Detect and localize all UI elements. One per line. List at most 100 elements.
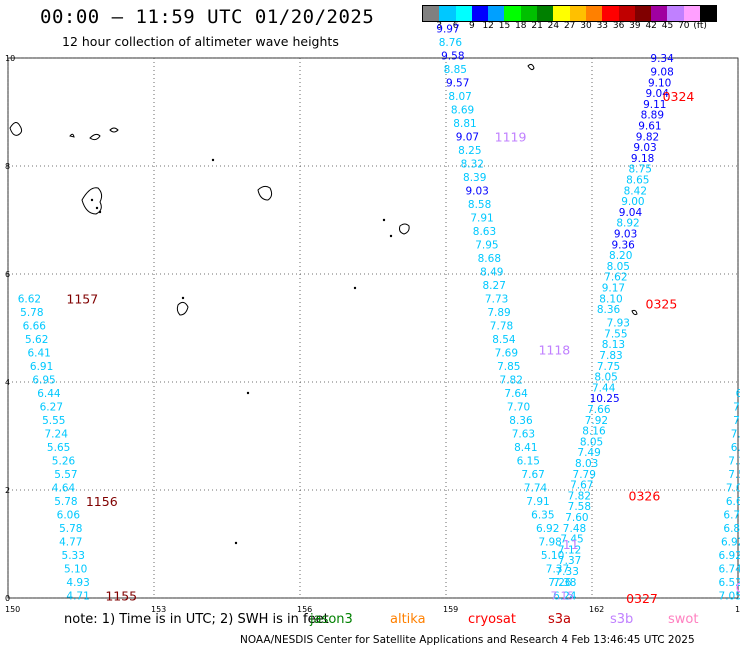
wave-height-value: 7.73: [485, 293, 508, 305]
wave-height-value: 8.69: [451, 104, 474, 116]
wave-height-value: 8.32: [461, 158, 484, 170]
wave-height-value: 5.78: [20, 307, 43, 319]
wave-height-value: 6.62: [18, 293, 41, 305]
colorbar-swatch: [439, 6, 456, 21]
satellite-legend-item: altika: [390, 612, 426, 627]
island-outline: [9, 122, 23, 136]
wave-height-value: 8.10: [599, 293, 622, 305]
pass-time-label: 1155: [105, 588, 137, 603]
wave-height-value: 5.65: [47, 442, 70, 454]
wave-height-value: 5.10: [64, 563, 87, 575]
island-dot: [95, 206, 99, 210]
wave-height-value: 7.50: [728, 469, 740, 481]
wave-height-value: 7.12: [558, 544, 581, 556]
wave-height-value: 10.25: [590, 393, 620, 405]
wave-height-value: 8.41: [514, 442, 537, 454]
wave-height-value: 7.05: [719, 590, 740, 602]
colorbar-label: 18: [515, 21, 527, 31]
colorbar-swatch: [634, 6, 652, 21]
island-dot: [90, 198, 94, 202]
y-tick-label: 4: [5, 378, 10, 387]
satellite-legend-item: swot: [668, 612, 699, 627]
wave-height-value: 8.68: [478, 253, 501, 265]
island-dot: [234, 541, 238, 545]
colorbar-swatch: [537, 6, 554, 21]
wave-height-value: 9.82: [636, 131, 659, 143]
wave-height-value: 8.49: [480, 266, 503, 278]
wave-height-value: 6.92: [536, 523, 559, 535]
wave-height-value: 7.37: [546, 563, 569, 575]
satellite-legend-item: cryosat: [468, 612, 516, 627]
satellite-legend-item: s3a: [548, 612, 572, 627]
island-dot: [211, 158, 215, 162]
wave-height-value: 9.07: [456, 131, 479, 143]
colorbar-swatch: [700, 6, 717, 21]
wave-height-value: 7.67: [570, 480, 593, 492]
wave-height-value: 7.82: [500, 374, 523, 386]
wave-height-value: 8.58: [468, 199, 491, 211]
colorbar-label: 36: [612, 21, 625, 31]
colorbar-label: 6: [452, 21, 459, 31]
wave-height-value: 7.62: [604, 272, 627, 284]
wave-height-value: 8.42: [624, 185, 647, 197]
wave-height-value: 8.89: [641, 110, 664, 122]
x-tick-label: 162: [589, 605, 604, 614]
wave-height-value: 7.63: [512, 428, 535, 440]
wave-height-value: 5.55: [42, 415, 65, 427]
pass-time-label: 0: [736, 580, 740, 595]
wave-height-value: 9.34: [650, 53, 674, 65]
pass-time-label: 0325: [646, 297, 678, 312]
wave-height-value: 5.26: [52, 455, 76, 467]
pass-time-label: 1156: [86, 494, 118, 509]
colorbar-label: 27: [563, 21, 576, 31]
wave-height-value: 7.30: [733, 401, 740, 413]
wave-height-value: 7.75: [597, 361, 620, 373]
island-outline: [527, 63, 535, 71]
wave-height-value: 8.05: [594, 372, 617, 384]
colorbar-swatch: [504, 6, 521, 21]
x-tick-label: 156: [297, 605, 312, 614]
wave-height-value: 6.95: [736, 388, 740, 400]
footer-note: note: 1) Time is in UTC; 2) SWH is in fe…: [64, 612, 329, 627]
colorbar-swatch: [471, 6, 489, 21]
colorbar-label: 30: [580, 21, 592, 31]
island-outline: [399, 223, 410, 235]
wave-height-value: 8.54: [492, 334, 516, 346]
wave-height-value: 7.55: [604, 328, 627, 340]
y-tick-label: 6: [5, 270, 10, 279]
wave-height-value: 9.11: [643, 99, 666, 111]
colorbar-swatch: [651, 6, 668, 21]
wave-height-value: 6.74: [719, 563, 740, 575]
x-tick-label: 150: [5, 605, 20, 614]
pass-time-label: 1118: [538, 343, 570, 358]
colorbar-swatch: [553, 6, 570, 21]
wave-height-colorbar: [422, 5, 718, 22]
island-dot: [353, 286, 357, 290]
wave-height-value: 9.04: [619, 207, 643, 219]
wave-height-value: 7.79: [573, 469, 596, 481]
wave-height-value: 9.36: [611, 239, 635, 251]
wave-height-value: 7.69: [495, 347, 518, 359]
wave-height-value: 8.39: [463, 172, 486, 184]
colorbar-label: 12: [482, 21, 494, 31]
satellite-legend-item: s3b: [610, 612, 634, 627]
wave-height-value: 7.93: [607, 318, 630, 330]
pass-time-label: 0324: [663, 89, 695, 104]
x-tick-label: 153: [151, 605, 166, 614]
colorbar-swatch: [569, 6, 586, 21]
wave-height-value: 8.75: [629, 164, 652, 176]
wave-height-value: 4.64: [52, 482, 76, 494]
wave-height-value: 8.13: [602, 339, 625, 351]
wave-height-value: 7.38: [553, 577, 576, 589]
x-tick-label: 165: [735, 605, 740, 614]
colorbar-swatch: [683, 6, 701, 21]
wave-height-value: 6.27: [40, 401, 63, 413]
wave-height-value: 9.17: [602, 283, 625, 295]
wave-height-value: 7.78: [490, 320, 513, 332]
y-tick-label: 10: [5, 54, 15, 63]
island-dot: [181, 296, 185, 300]
wave-height-value: 8.20: [609, 250, 632, 262]
wave-height-value: 8.36: [509, 415, 533, 427]
wave-height-value: 7.83: [599, 350, 622, 362]
